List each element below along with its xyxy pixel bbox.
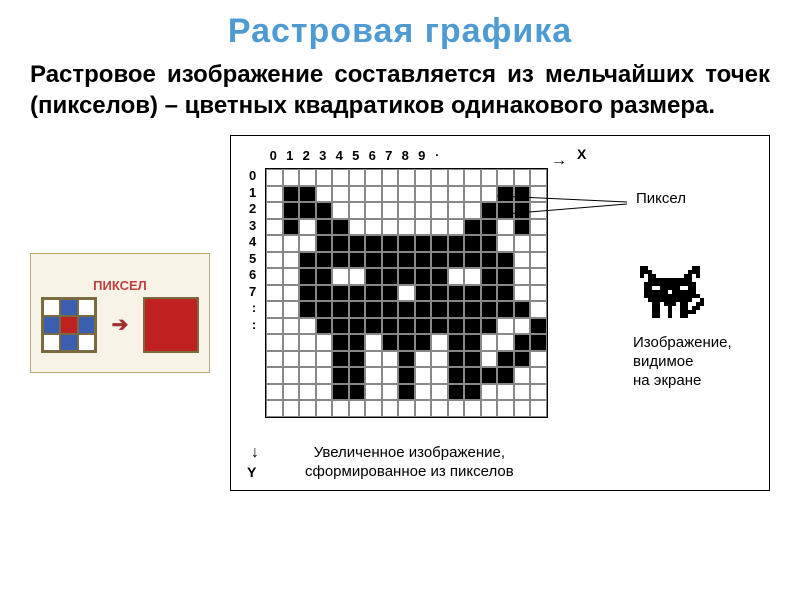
bottom-caption: Увеличенное изображение,сформированное и…	[305, 444, 514, 482]
diagram-area: 0123456789· · · · · · · · → X 01234567::…	[241, 144, 759, 484]
y-axis-numbers: 01234567::	[249, 168, 256, 333]
y-axis-arrow-icon: ↓	[251, 444, 259, 462]
pixel-card: ПИКСЕЛ ➔	[30, 253, 210, 373]
x-axis-label: X	[577, 146, 586, 162]
arrow-icon: ➔	[112, 312, 129, 337]
pixel-callout-text: Пиксел	[636, 190, 686, 207]
pixel-grid-wrap	[265, 168, 548, 418]
definition-lead: Растровое изображение	[30, 61, 323, 88]
x-axis-arrow-icon: →	[551, 152, 567, 170]
definition-text: Растровое изображение составляется из ме…	[30, 59, 770, 121]
pixel-label: ПИКСЕЛ	[93, 278, 147, 293]
y-axis-label: Y	[247, 464, 256, 480]
content-row: ПИКСЕЛ ➔ 0123456789· · · · · · · · → X 0…	[30, 135, 770, 491]
pixel-row: ➔	[31, 297, 209, 353]
big-cell	[143, 297, 199, 353]
page-title: Растровая графика	[30, 12, 770, 51]
mini-grid	[41, 297, 97, 353]
diagram-box: 0123456789· · · · · · · · → X 01234567::…	[230, 135, 770, 491]
screen-caption: Изображение,видимоена экране	[633, 334, 732, 390]
pixel-grid	[265, 168, 548, 418]
small-cat-icon	[636, 262, 704, 322]
